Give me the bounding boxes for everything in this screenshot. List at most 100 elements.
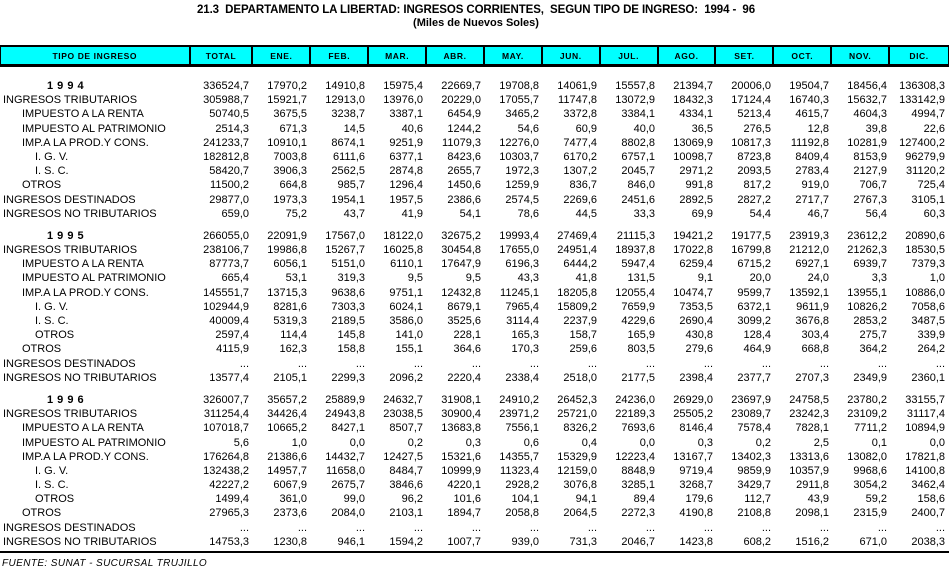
cell-value: ...: [587, 521, 597, 534]
cell-value: 12055,4: [615, 286, 655, 299]
cell-value: 18937,8: [615, 244, 655, 257]
row-label: IMPUESTO AL PATRIMONIO: [22, 436, 166, 449]
cell-value: 17022,8: [673, 244, 713, 257]
cell-value: 6377,1: [389, 150, 423, 163]
year-section: 1 9 9 5 266055,0 22091,9 17567,0 18122,0 3267…: [0, 229, 949, 385]
cell-value: 58420,7: [209, 165, 249, 178]
cell-value: 2451,6: [621, 193, 655, 206]
cell-value: 5151,0: [331, 258, 365, 271]
cell-value: 96279,9: [905, 150, 945, 163]
cell-value: 1973,3: [273, 193, 307, 206]
row-label: IMPUESTO A LA RENTA: [22, 422, 144, 435]
cell-value: 10357,9: [789, 464, 829, 477]
year-row: 1 9 9 4 336524,7 17970,2 14910,8 15975,4 2266…: [0, 79, 949, 93]
cell-value: 2971,2: [679, 165, 713, 178]
cell-value: ...: [645, 521, 655, 534]
cell-value: 3099,2: [737, 315, 771, 327]
table-header-row: TIPO DE INGRESO TOTAL ENE. FEB. MAR. ABR. MAY.…: [0, 45, 949, 67]
cell-value: 21386,6: [267, 450, 307, 463]
row-label: INGRESOS TRIBUTARIOS: [3, 94, 138, 107]
cell-value: 182812,8: [203, 150, 249, 163]
cell-value: 2690,4: [679, 315, 713, 327]
cell-value: 7711,2: [854, 422, 887, 435]
cell-value: 6454,9: [447, 108, 481, 121]
cell-value: 19986,8: [267, 244, 307, 257]
cell-value: ...: [645, 357, 655, 370]
cell-value: 0,0: [929, 436, 945, 449]
cell-value: 15321,6: [441, 450, 481, 463]
row-label: INGRESOS TRIBUTARIOS: [3, 408, 138, 421]
cell-value: 23919,3: [789, 229, 829, 242]
cell-value: 14,5: [343, 122, 365, 135]
cell-value: 2514,3: [215, 122, 249, 135]
cell-value: 114,4: [280, 329, 307, 342]
cell-value: 21262,3: [847, 244, 887, 257]
cell-value: 4190,8: [679, 507, 713, 520]
cell-value: 3429,7: [737, 479, 771, 492]
cell-value: 464,9: [743, 343, 771, 356]
cell-value: 23697,9: [731, 393, 771, 406]
cell-value: 30454,8: [441, 244, 481, 257]
cell-value: 9,1: [697, 272, 713, 285]
cell-value: 9968,6: [853, 464, 887, 477]
cell-value: ...: [761, 521, 771, 534]
cell-value: 7693,6: [621, 422, 655, 435]
cell-value: 275,7: [859, 329, 887, 342]
cell-value: 22091,9: [267, 229, 307, 242]
cell-value: 23971,2: [499, 408, 539, 421]
cell-value: 10474,7: [673, 286, 713, 299]
row-label: IMP.A LA PROD.Y CONS.: [22, 136, 149, 149]
cell-value: 13592,1: [789, 286, 829, 299]
cell-value: 39,8: [865, 122, 887, 135]
cell-value: 132438,2: [203, 464, 249, 477]
cell-value: 9638,6: [331, 286, 365, 299]
report-subtitle: (Miles de Nuevos Soles): [413, 17, 539, 29]
cell-value: 13683,8: [441, 422, 481, 435]
cell-value: 2373,6: [273, 507, 307, 520]
cell-value: 18205,8: [557, 286, 597, 299]
cell-value: 3487,5: [911, 315, 945, 327]
cell-value: 12,8: [807, 122, 829, 135]
cell-value: 817,2: [743, 179, 771, 192]
cell-value: 17055,7: [499, 94, 539, 107]
row-label: OTROS: [22, 179, 62, 192]
table-row: IMP.A LA PROD.Y CONS. 176264,8 21386,6 1443…: [0, 450, 949, 464]
cell-value: 8679,1: [447, 300, 481, 313]
cell-value: 145,8: [337, 329, 365, 342]
cell-value: 25889,9: [325, 393, 365, 406]
cell-value: 364,2: [859, 343, 887, 356]
row-label: I. S. C.: [35, 315, 69, 327]
row-label: I. G. V.: [35, 300, 69, 313]
cell-value: 15329,9: [557, 450, 597, 463]
cell-value: 17970,2: [267, 80, 307, 92]
cell-value: 31117,4: [906, 408, 945, 421]
cell-value: 94,1: [575, 493, 597, 506]
cell-value: 2272,3: [621, 507, 655, 520]
cell-value: 2518,0: [563, 371, 597, 384]
cell-value: 319,3: [337, 272, 365, 285]
cell-value: 60,9: [575, 122, 597, 135]
cell-value: 40009,4: [209, 315, 249, 327]
cell-value: 6372,1: [737, 300, 771, 313]
cell-value: 127400,2: [899, 136, 945, 149]
source-note: FUENTE: SUNAT - SUCURSAL TRUJILLO: [2, 558, 208, 569]
cell-value: 27965,3: [209, 507, 249, 520]
cell-value: 1516,2: [795, 535, 829, 548]
cell-value: 50740,5: [209, 108, 249, 121]
cell-value: 364,6: [453, 343, 481, 356]
cell-value: 15921,7: [267, 94, 307, 107]
row-label: IMP.A LA PROD.Y CONS.: [22, 450, 149, 463]
cell-value: 13072,9: [615, 94, 655, 107]
cell-value: 3675,5: [273, 108, 307, 121]
cell-value: ...: [761, 357, 771, 370]
cell-value: 2098,1: [795, 507, 829, 520]
cell-value: 21394,7: [673, 80, 713, 92]
cell-value: ...: [355, 357, 365, 370]
cell-value: 1230,8: [273, 535, 307, 548]
cell-value: 11658,0: [326, 464, 365, 477]
cell-value: 1007,7: [447, 535, 481, 548]
cell-value: 3525,6: [447, 315, 481, 327]
cell-value: 6927,1: [795, 258, 829, 271]
row-label: OTROS: [22, 343, 62, 356]
cell-value: 19421,2: [673, 229, 713, 242]
